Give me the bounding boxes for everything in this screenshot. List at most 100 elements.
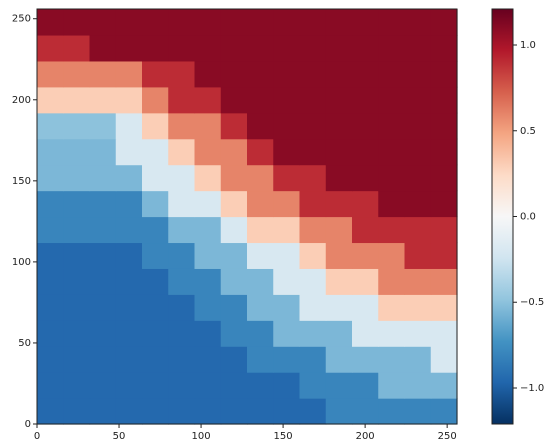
heat-cell [37, 320, 64, 347]
heat-cell [220, 216, 248, 244]
heat-cell [194, 60, 222, 88]
heat-cell [430, 242, 458, 269]
heat-cell [63, 268, 91, 295]
heat-cell [378, 216, 406, 244]
heat-cell [168, 138, 196, 166]
heat-cell [352, 320, 379, 347]
heat-cell [273, 190, 301, 218]
heat-cell [63, 242, 91, 269]
heat-cell [247, 138, 274, 166]
heat-cell [378, 320, 406, 347]
heat-cell [194, 34, 222, 62]
heat-cell [247, 320, 274, 347]
heat-cell [220, 9, 248, 36]
heat-cell [194, 86, 222, 114]
heat-cell [89, 398, 117, 425]
heat-cell [247, 268, 274, 295]
heat-cell [325, 268, 353, 295]
heat-cell [299, 164, 327, 192]
heat-cell [273, 372, 301, 399]
heat-cell [404, 216, 432, 244]
heat-cell [115, 372, 143, 399]
heat-cell [430, 268, 458, 295]
heat-cell [430, 112, 458, 140]
heat-cell [115, 398, 143, 425]
heat-cell [115, 216, 143, 244]
heat-cell [352, 294, 379, 321]
heat-cell [63, 9, 91, 36]
heat-cell [247, 216, 274, 244]
heat-cell [142, 216, 169, 244]
heat-cell [220, 268, 248, 295]
heat-cell [430, 60, 458, 88]
heat-cell [352, 164, 379, 192]
heat-cell [325, 112, 353, 140]
heat-cell [325, 190, 353, 218]
heat-cell [378, 242, 406, 269]
heat-cell [115, 190, 143, 218]
heat-cell [220, 372, 248, 399]
heat-cell [299, 216, 327, 244]
heat-cell [89, 112, 117, 140]
heat-cell [194, 112, 222, 140]
heat-cell [404, 294, 432, 321]
y-tick-label: 100 [12, 257, 31, 268]
heat-cell [430, 164, 458, 192]
heat-cell [142, 320, 169, 347]
heat-cell [378, 346, 406, 373]
heat-cell [37, 34, 64, 62]
heat-cell [115, 138, 143, 166]
heat-cell [89, 9, 117, 36]
heat-cell [299, 138, 327, 166]
heat-cell [273, 346, 301, 373]
heat-cell [194, 164, 222, 192]
heat-cell [63, 398, 91, 425]
heat-cell [168, 268, 196, 295]
heat-cell [89, 34, 117, 62]
heat-cell [89, 320, 117, 347]
x-tick-label: 100 [192, 431, 211, 442]
heat-cell [63, 164, 91, 192]
heat-cell [430, 398, 458, 425]
heat-cell [247, 9, 274, 36]
heat-cell [325, 60, 353, 88]
heat-cell [115, 320, 143, 347]
heat-cell [142, 138, 169, 166]
heat-cell [168, 60, 196, 88]
heat-cell [168, 164, 196, 192]
heat-cell [220, 346, 248, 373]
heat-cell [430, 320, 458, 347]
heat-cell [299, 60, 327, 88]
heat-cell [168, 190, 196, 218]
heat-cell [352, 268, 379, 295]
heat-cell [194, 372, 222, 399]
heat-cell [378, 60, 406, 88]
heat-cell [142, 164, 169, 192]
colorbar-tick-label: 1.0 [520, 40, 536, 51]
y-tick-label: 150 [12, 176, 31, 187]
heat-cell [168, 86, 196, 114]
heat-cell [194, 294, 222, 321]
heat-cell [89, 138, 117, 166]
heat-cell [142, 86, 169, 114]
heat-cell [404, 372, 432, 399]
heat-cell [273, 164, 301, 192]
heat-cell [404, 190, 432, 218]
heat-cell [273, 112, 301, 140]
heat-cell [168, 112, 196, 140]
colorbar-tick-label: 0.0 [520, 212, 536, 223]
colorbar-tick-label: −1.0 [520, 383, 544, 394]
heat-cell [37, 398, 64, 425]
heat-cell [89, 294, 117, 321]
heat-cell [299, 398, 327, 425]
heat-cell [325, 86, 353, 114]
heat-cell [194, 190, 222, 218]
heat-cell [404, 86, 432, 114]
heat-cell [378, 268, 406, 295]
heat-cell [220, 320, 248, 347]
x-tick-label: 0 [34, 431, 40, 442]
heat-cell [352, 190, 379, 218]
x-tick-label: 250 [438, 431, 457, 442]
heat-cell [404, 242, 432, 269]
